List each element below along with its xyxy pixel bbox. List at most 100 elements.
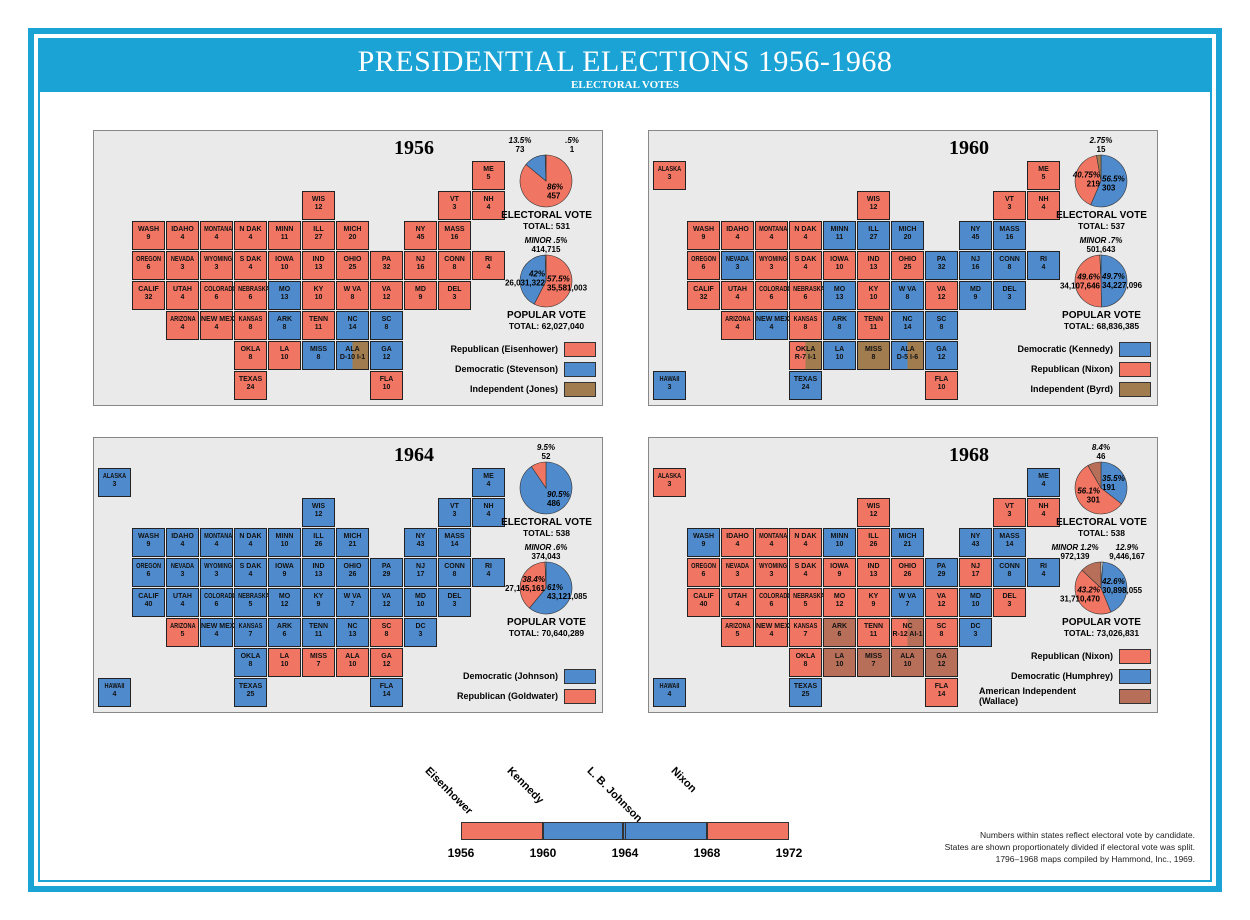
state-nevada: NEVADA 3	[166, 558, 199, 587]
legend-label: Independent (Byrd)	[1030, 384, 1114, 394]
state-name: GA	[381, 346, 392, 353]
state-votes: 8	[1007, 264, 1012, 271]
popular-slice-value: 34,107,646	[1060, 281, 1101, 290]
timeline-year-label: 1964	[611, 846, 639, 860]
state-utah: UTAH 4	[166, 588, 199, 617]
state-kansas: KANSAS 7	[789, 618, 822, 647]
electoral-pie-slice	[1074, 465, 1122, 515]
state-votes: 3	[769, 264, 774, 271]
state-name: KY	[313, 593, 324, 600]
state-md: MD 9	[959, 281, 992, 310]
state-votes: 10	[869, 294, 878, 301]
state-wis: WIS 12	[302, 498, 335, 527]
state-name: FLA	[934, 683, 949, 690]
state-votes: 16	[971, 264, 980, 271]
state-votes: 14	[937, 691, 946, 698]
state-name: DEL	[1002, 593, 1017, 600]
state-votes: 6	[214, 294, 219, 301]
state-ind: IND 13	[857, 558, 890, 587]
state-name: MONTANA	[759, 533, 788, 540]
state-name: VT	[450, 503, 459, 510]
state-name: LA	[279, 653, 290, 660]
state-votes: 29	[382, 571, 391, 578]
state-idaho: IDAHO 4	[721, 528, 754, 557]
state-votes: 13	[314, 264, 323, 271]
electoral-slice-pct: 56.1%	[1077, 487, 1100, 496]
state-name: MO	[278, 286, 291, 293]
state-votes: 12	[937, 661, 946, 668]
state-kansas: KANSAS 8	[234, 311, 267, 340]
state-name: NC	[347, 316, 358, 323]
state-votes: 3	[667, 384, 672, 391]
state-mich: MICH 20	[336, 221, 369, 250]
map-panel-1960: 1960 ALASKA 3 HAWAII 3 WASH 9 OREGON 6 CALIF 32 NEV…	[648, 130, 1158, 406]
state-votes: 4	[803, 541, 808, 548]
state-okla: OKLA 8	[234, 341, 267, 370]
popular-total: TOTAL: 62,027,040	[508, 321, 585, 331]
state-name: VA	[936, 593, 947, 600]
map-year-title: 1956	[394, 137, 434, 159]
state-name: MINN	[830, 533, 849, 540]
note-line: 1796–1968 maps compiled by Hammond, Inc.…	[995, 854, 1195, 864]
state-nevada: NEVADA 3	[721, 558, 754, 587]
state-votes: 3	[452, 601, 457, 608]
state-idaho: IDAHO 4	[166, 221, 199, 250]
state-name: OHIO	[898, 563, 917, 570]
state-name: TEXAS	[793, 683, 818, 690]
state-name: MD	[970, 286, 981, 293]
state-votes: 13	[869, 571, 878, 578]
state-name: ARIZONA	[170, 316, 196, 323]
timeline-segment	[543, 822, 623, 840]
state-vt: VT 3	[993, 191, 1026, 220]
popular-slice-pct: MINOR .6%	[525, 543, 568, 552]
state-hawaii: HAWAII 3	[653, 371, 686, 400]
state-name: NC	[902, 316, 913, 323]
state-name: COLORADO	[204, 593, 237, 600]
state-colorado: COLORADO 6	[200, 281, 237, 310]
state-ill: ILL 26	[302, 528, 335, 557]
state-name: S DAK	[794, 563, 817, 570]
state-name: ALA	[900, 346, 915, 353]
state-votes: 8	[837, 324, 842, 331]
popular-slice-pct: MINOR .5%	[525, 236, 568, 245]
state-votes: 27	[314, 234, 323, 241]
state-conn: CONN 8	[438, 251, 471, 280]
note-line: Numbers within states reflect electoral …	[980, 830, 1195, 840]
state-ny: NY 43	[404, 528, 437, 557]
state-votes: 13	[869, 264, 878, 271]
state-votes: 16	[416, 264, 425, 271]
state-name: WYOMING	[204, 256, 233, 263]
timeline-tick-1964	[625, 822, 626, 840]
state-name: RI	[1040, 256, 1047, 263]
state-votes: 4	[769, 234, 774, 241]
state-name: MISS	[864, 346, 883, 353]
state-name: CALIF	[693, 593, 714, 600]
state-votes: 8	[871, 354, 876, 361]
state-s-dak: S DAK 4	[789, 251, 822, 280]
state-votes: 12	[869, 511, 878, 518]
state-name: WIS	[866, 196, 881, 203]
timeline-segment	[622, 822, 707, 840]
state-minn: MINN 11	[823, 221, 856, 250]
state-name: MISS	[309, 653, 328, 660]
state-ala: ALA 10	[891, 648, 924, 677]
popular-slice-pct: 43.2%	[1076, 586, 1100, 595]
state-va: VA 12	[370, 281, 403, 310]
legend-item: Republican (Nixon)	[979, 646, 1151, 666]
legend-label: Democratic (Johnson)	[462, 671, 558, 681]
state-name: NEVADA	[725, 256, 750, 263]
outer-frame	[28, 28, 1222, 892]
state-votes: 4	[486, 204, 491, 211]
state-name: PA	[381, 563, 392, 570]
map-panel-1968: 1968 ALASKA 3 HAWAII 4 WASH 9 OREGON 6 CALIF 40 NEV…	[648, 437, 1158, 713]
state-name: IDAHO	[171, 226, 194, 233]
legend-label: American Independent (Wallace)	[979, 686, 1077, 706]
state-name: VA	[381, 593, 392, 600]
popular-vote-title: POPULAR VOTE TOTAL: 62,027,040	[494, 311, 599, 332]
electoral-title: ELECTORAL VOTE	[1056, 517, 1147, 528]
state-name: DC	[415, 623, 426, 630]
state-votes: 3	[452, 204, 457, 211]
state-votes: 12	[937, 601, 946, 608]
state-votes: 8	[282, 324, 287, 331]
popular-slice-value: 972,139	[1061, 552, 1090, 561]
